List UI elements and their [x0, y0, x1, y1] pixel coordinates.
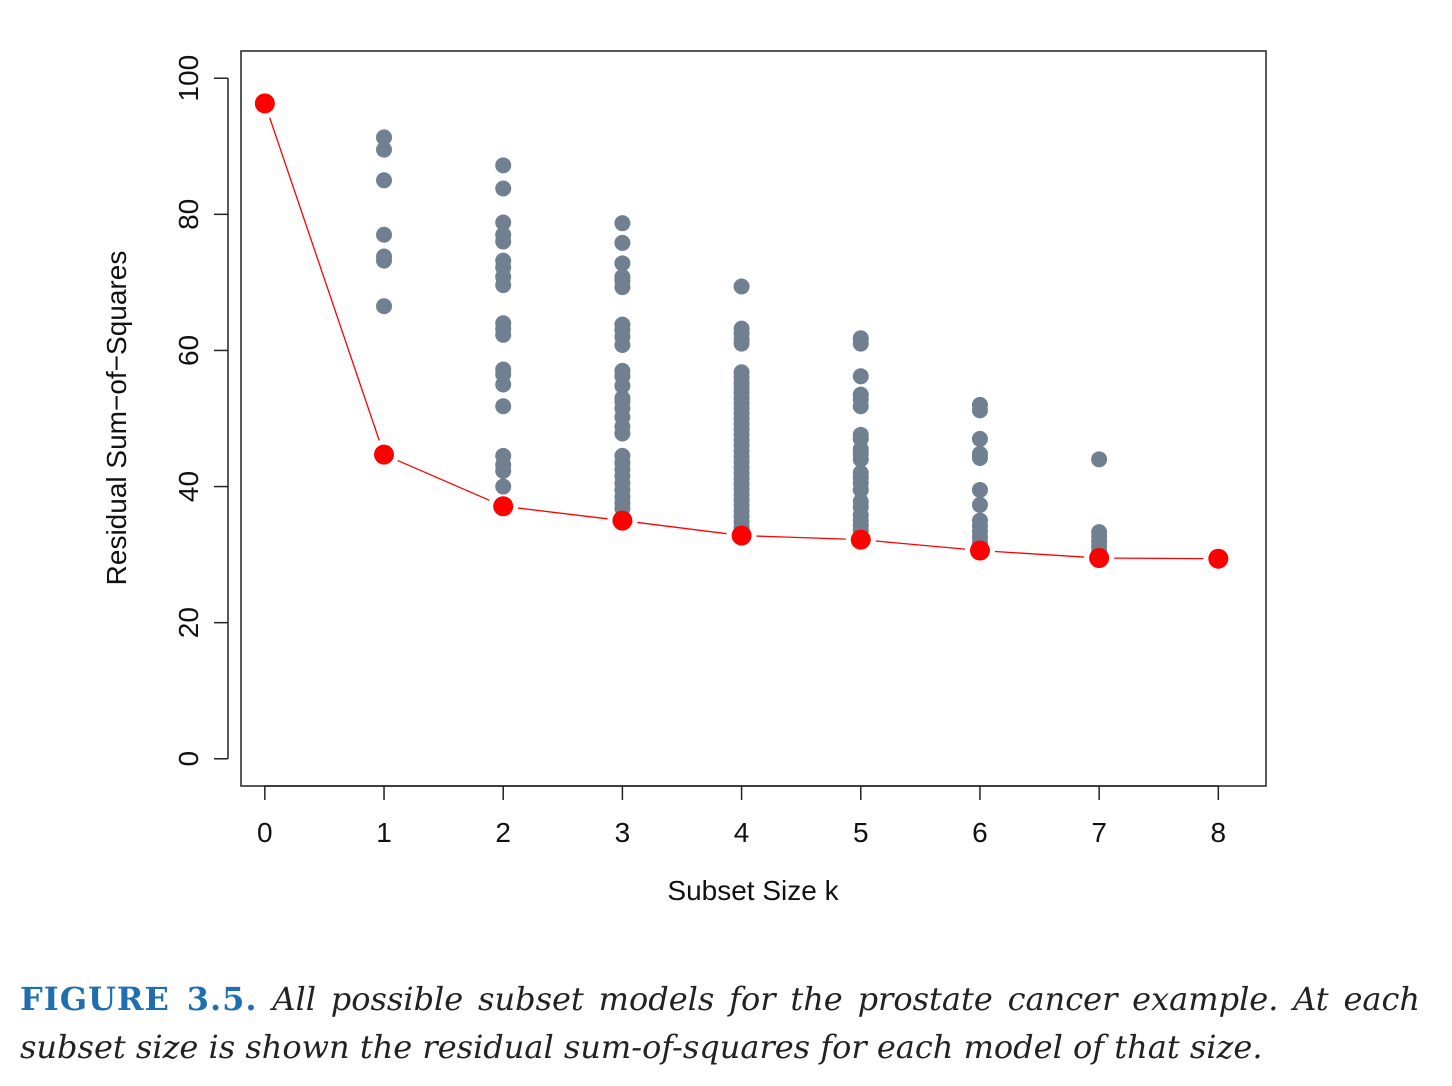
subset-model-point: [495, 180, 512, 197]
subset-model-point: [376, 252, 393, 269]
x-tick-label: 2: [495, 817, 511, 848]
all-subset-points: [376, 129, 1108, 560]
subset-model-point: [971, 449, 988, 466]
best-subset-curve: [269, 117, 1204, 560]
subset-model-point: [971, 481, 988, 498]
best-subset-segment: [756, 535, 846, 540]
best-subset-segment: [875, 540, 966, 550]
subset-model-point: [495, 277, 512, 294]
caption-label: FIGURE 3.5.: [20, 980, 258, 1018]
x-tick-label: 5: [853, 817, 869, 848]
subset-model-point: [376, 172, 393, 189]
best-subset-point: [731, 525, 752, 546]
subset-model-point: [614, 255, 631, 272]
subset-model-point: [495, 233, 512, 250]
y-tick-label: 100: [173, 55, 204, 102]
best-subset-segment: [518, 507, 608, 520]
plot-frame: [240, 50, 1267, 787]
subset-model-point: [852, 368, 869, 385]
subset-model-point: [614, 234, 631, 251]
subset-model-point: [852, 335, 869, 352]
y-tick-label: 40: [173, 471, 204, 502]
x-tick-label: 0: [257, 817, 273, 848]
best-subset-point: [493, 496, 514, 517]
x-axis-label: Subset Size k: [667, 875, 839, 906]
x-axis: 0 1 2 3 4 5 6 7 8: [257, 785, 1227, 848]
figure-caption: FIGURE 3.5. All possible subset models f…: [20, 975, 1420, 1071]
subset-model-point: [495, 157, 512, 174]
x-tick-label: 6: [972, 817, 988, 848]
best-subset-segment: [994, 550, 1085, 558]
x-tick-label: 7: [1091, 817, 1107, 848]
subset-model-point: [495, 376, 512, 393]
subset-model-point: [971, 496, 988, 513]
subset-model-point: [852, 481, 869, 498]
subset-model-point: [495, 326, 512, 343]
x-tick-label: 1: [376, 817, 392, 848]
subset-model-point: [376, 141, 393, 158]
subset-model-point: [376, 129, 393, 146]
subset-model-point: [614, 337, 631, 353]
subset-model-point: [971, 402, 988, 419]
subset-model-point: [495, 478, 512, 495]
best-subset-point: [1089, 548, 1110, 569]
y-tick-label: 60: [173, 335, 204, 366]
best-subset-point: [969, 540, 990, 561]
subset-model-point: [1091, 451, 1108, 468]
best-subset-segment: [269, 117, 380, 441]
subset-model-point: [495, 398, 512, 415]
y-tick-label: 0: [173, 751, 204, 767]
subset-model-point: [376, 226, 393, 243]
subset-model-point: [376, 298, 393, 315]
subset-model-point: [495, 462, 512, 479]
y-tick-label: 20: [173, 607, 204, 638]
subset-model-point: [614, 215, 631, 232]
subset-model-point: [614, 279, 631, 296]
best-subset-point: [374, 444, 395, 465]
caption-text: All possible subset models for the prost…: [20, 980, 1421, 1066]
x-tick-label: 3: [615, 817, 631, 848]
best-subset-segment: [397, 459, 490, 501]
best-subset-segment: [637, 521, 727, 535]
x-tick-label: 4: [734, 817, 750, 848]
y-axis: 0 20 40 60 80 100: [173, 55, 229, 767]
subset-model-point: [971, 430, 988, 447]
x-tick-label: 8: [1211, 817, 1227, 848]
y-axis-label: Residual Sum−of−Squares: [101, 251, 132, 586]
best-subset-point: [850, 529, 871, 550]
best-subset-points: [254, 93, 1229, 569]
best-subset-point: [612, 510, 633, 531]
chart: 0 20 40 60 80 100 0 1 2 3 4 5 6 7 8 Subset Size k Res…: [101, 50, 1267, 906]
subset-model-point: [495, 214, 512, 231]
subset-model-point: [733, 278, 750, 295]
subset-model-point: [852, 451, 869, 468]
subset-model-point: [733, 335, 750, 352]
best-subset-point: [1208, 548, 1229, 569]
subset-model-point: [852, 398, 869, 415]
subset-model-point: [614, 377, 631, 394]
best-subset-segment: [1114, 557, 1204, 560]
y-tick-label: 80: [173, 199, 204, 230]
subset-model-point: [614, 425, 631, 442]
best-subset-point: [254, 93, 275, 114]
